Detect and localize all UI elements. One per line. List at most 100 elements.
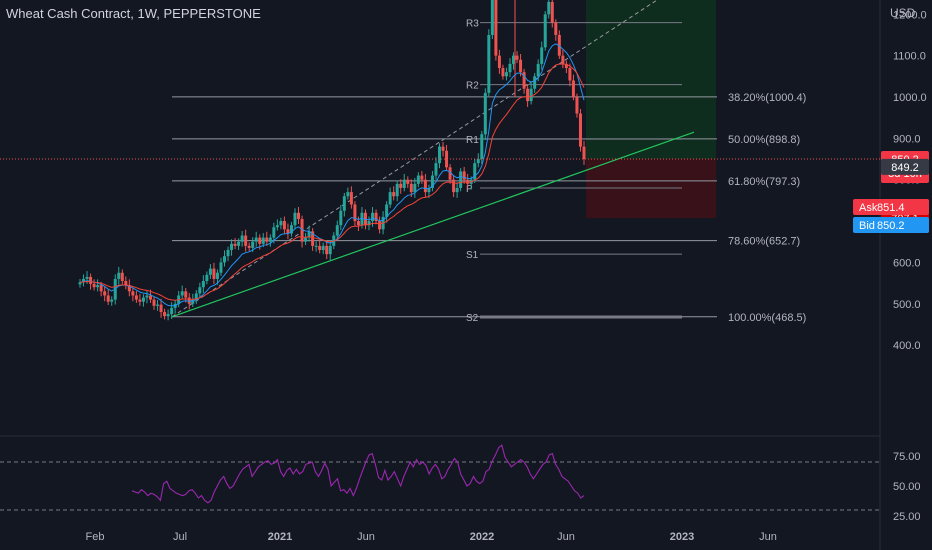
fib-level-label: 61.80%(797.3) [728,176,800,188]
price-tick-label: 600.0 [893,257,921,269]
candle-body [138,299,142,302]
candle-body [304,237,308,242]
candle-body [145,295,149,298]
candle-body [430,175,434,188]
candle-body [117,272,121,279]
candle-body [522,72,526,89]
currency-label: USD [890,6,916,20]
candle-body [325,245,329,255]
rsi-line [131,444,585,504]
candle-body [205,274,209,282]
candle-body [494,0,498,56]
ask-value: 851.4 [877,202,905,214]
fib-trend-line [171,0,659,318]
pivot-label: P [466,184,473,195]
candle-body [483,92,487,135]
candle-body [166,314,170,317]
candle-body [293,212,297,226]
candle-body [339,210,343,226]
candle-body [473,163,477,180]
candle-body [385,204,389,217]
candle-body [462,171,466,180]
candle-body [452,179,456,193]
candle-body [321,245,325,250]
candle-body [212,268,216,279]
candle-body [490,0,494,35]
candle-body [163,312,167,317]
candle-body [99,285,103,292]
candle-body [187,297,191,304]
candle-body [353,204,357,222]
candle-body [328,245,332,255]
candle-body [89,276,93,284]
price-tick-label: 900.0 [893,133,921,145]
candle-body [409,183,413,193]
candle-body [120,272,124,282]
candle-body [170,307,174,315]
candle-body [536,63,540,77]
rsi-tick-label: 25.00 [893,511,921,523]
chart-title: Wheat Cash Contract, 1W, PEPPERSTONE [6,6,261,21]
candle-body [251,241,255,248]
candle-body [127,285,131,292]
candle-body [124,281,128,286]
candle-body [445,150,449,168]
candle-body [533,76,537,89]
candle-body [300,218,304,242]
candle-body [159,304,163,313]
fib-level-label: 38.20%(1000.4) [728,92,806,104]
candle-body [519,59,523,73]
price-badge-label: 849.2 [891,162,919,174]
candle-body [508,63,512,73]
candle-body [501,68,505,77]
candle-body [434,163,438,176]
candle-body [85,276,89,279]
candle-body [413,183,417,193]
candle-body [540,47,544,64]
candle-body [476,159,480,164]
candle-body [504,72,508,77]
candle-body [349,192,353,205]
price-tick-label: 400.0 [893,340,921,352]
candle-body [367,221,371,226]
candle-body [318,245,322,250]
fib-level-label: 78.60%(652.7) [728,236,800,248]
price-badge [881,158,929,175]
candle-body [455,187,459,193]
pivot-label: R2 [466,81,479,92]
candle-body [441,146,445,151]
candle-body [416,175,420,184]
candle-body [289,225,293,234]
candle-body [582,146,586,160]
candle-body [427,187,431,193]
candle-body [526,88,530,102]
candle-body [578,113,582,147]
candle-body [265,237,269,242]
candle-body [480,134,484,160]
candle-body [226,249,230,257]
candle-body [497,55,501,69]
candle-body [571,80,575,97]
candle-body [297,212,301,219]
position-loss-zone [586,158,716,219]
candle-body [564,63,568,69]
rsi-tick-label: 75.00 [893,451,921,463]
candle-body [78,282,82,285]
candle-body [184,291,188,298]
candle-body [378,221,382,230]
time-tick-label: 2022 [470,531,494,543]
position-profit-zone [586,0,716,159]
pivot-label: R1 [466,135,479,146]
candle-body [103,291,107,296]
candle-body [148,295,152,300]
pivot-label: S1 [466,250,479,261]
candle-body [275,225,279,228]
candle-body [356,221,360,226]
candle-body [423,179,427,193]
candle-body [342,196,346,211]
candle-body [371,212,375,222]
candle-body [96,285,100,288]
candle-body [459,171,463,188]
candle-body [360,212,364,226]
